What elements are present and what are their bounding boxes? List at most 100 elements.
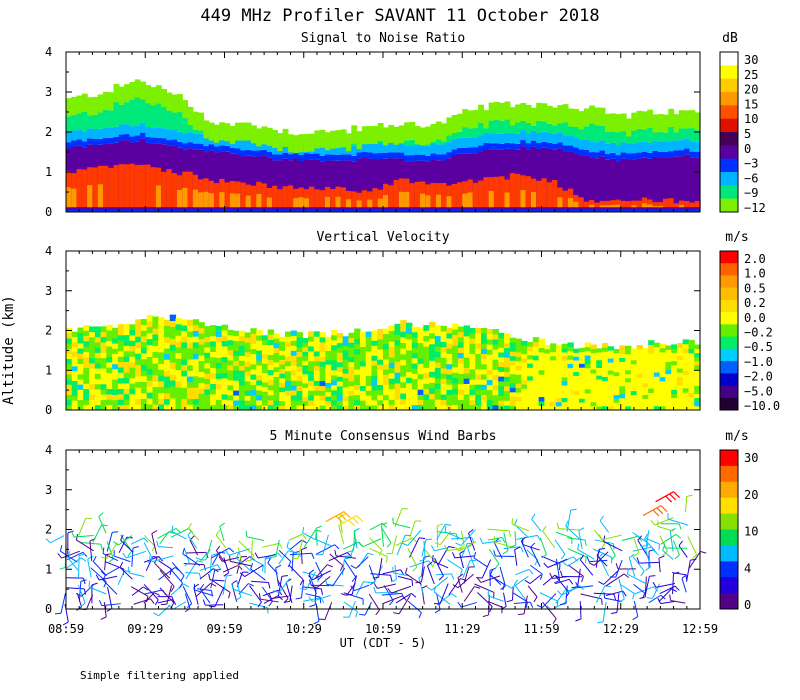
vv-cell [256,375,263,381]
vv-cell [498,385,505,392]
snr-cell [398,125,405,144]
vv-cell [106,346,113,352]
vv-cell [573,348,580,353]
wind-barb [434,557,444,577]
vv-cell [354,333,361,340]
snr-cell [108,210,115,212]
vv-cell [440,383,447,390]
vv-cell [527,367,534,373]
vv-cell [238,385,246,391]
snr-cell [182,133,189,144]
wind-barb [628,557,636,577]
wind-barb [315,539,332,547]
vv-cell [112,389,119,395]
vv-cell [319,337,326,343]
vv-cell [336,381,344,387]
vv-cell [446,394,453,401]
vv-cell [504,347,511,353]
snr-cell [81,210,88,212]
vv-cell [602,401,609,407]
vv-cell [83,330,90,337]
vv-cell [613,379,620,384]
wind-barb-flag [596,550,601,557]
vv-cell [146,386,154,393]
vv-cell [163,331,171,338]
snr-cell [377,153,384,160]
vv-cell [469,327,476,334]
vv-cell [423,330,430,337]
vv-cell [383,338,390,345]
snr-cell-higher [657,206,664,208]
wind-barb-flag [611,611,618,615]
colorbar-label: 30 [744,451,758,465]
vv-cell [671,381,678,386]
vv-cell [475,374,482,380]
vv-cell [354,353,361,360]
vv-cell [648,340,655,345]
vv-cell [296,400,303,406]
vv-cell [676,384,684,390]
vv-cell [273,362,280,368]
vv-cell [233,335,240,342]
vv-cell [354,389,361,396]
wind-barb-flag [622,590,627,597]
vv-cell [100,326,107,332]
vv-cell [509,346,517,352]
vv-cell [365,370,373,377]
vv-cell [504,371,511,377]
wind-barb-flag [386,556,388,563]
wind-barb [592,548,613,558]
vv-cell [509,396,517,402]
snr-cell [626,153,632,160]
vv-cell [538,356,545,362]
wind-barb-flag [350,585,355,591]
snr-cell [372,143,379,154]
vv-cell [158,369,165,376]
vv-cell [504,376,511,382]
snr-cell [356,152,363,159]
vv-cell [140,341,148,348]
vv-cell [555,369,563,374]
vv-cell [400,353,407,360]
vv-cell [521,401,528,407]
wind-barb-flag [412,566,418,572]
vv-cell [192,404,200,411]
snr-cell [134,79,141,98]
vv-cell [267,334,275,340]
vv-cell [544,361,551,366]
colorbar-swatch [720,324,738,338]
snr-cell [414,154,421,161]
wind-barb [143,542,153,559]
wind-barb [391,585,412,594]
snr-cell [388,158,395,210]
vv-cell [590,348,597,354]
vv-cell [273,381,280,387]
snr-cell [641,141,648,152]
vv-cell [377,374,384,380]
vv-cell [383,394,390,401]
vv-cell [480,363,488,370]
vv-cell [590,401,597,407]
snr-cell [557,142,564,149]
snr-cell [314,159,321,210]
vv-cell [463,388,471,395]
y-tick-label: 4 [45,443,52,457]
snr-cell [652,210,659,212]
vv-cell [596,402,603,407]
vv-cell [394,366,401,373]
vv-cell [665,361,672,367]
vv-cell [250,394,257,401]
vv-cell [296,361,303,367]
snr-cell [97,210,104,212]
snr-cell [552,143,558,150]
vv-cell [388,378,396,384]
vv-cell [417,394,424,401]
vv-cell [261,367,269,374]
snr-cell [335,154,342,161]
vv-cell [267,374,275,381]
vv-cell [388,383,396,390]
wind-barb-flag [663,542,666,549]
snr-cell [161,89,167,108]
snr-cell [536,132,543,143]
wind-barb-flag [327,564,333,568]
